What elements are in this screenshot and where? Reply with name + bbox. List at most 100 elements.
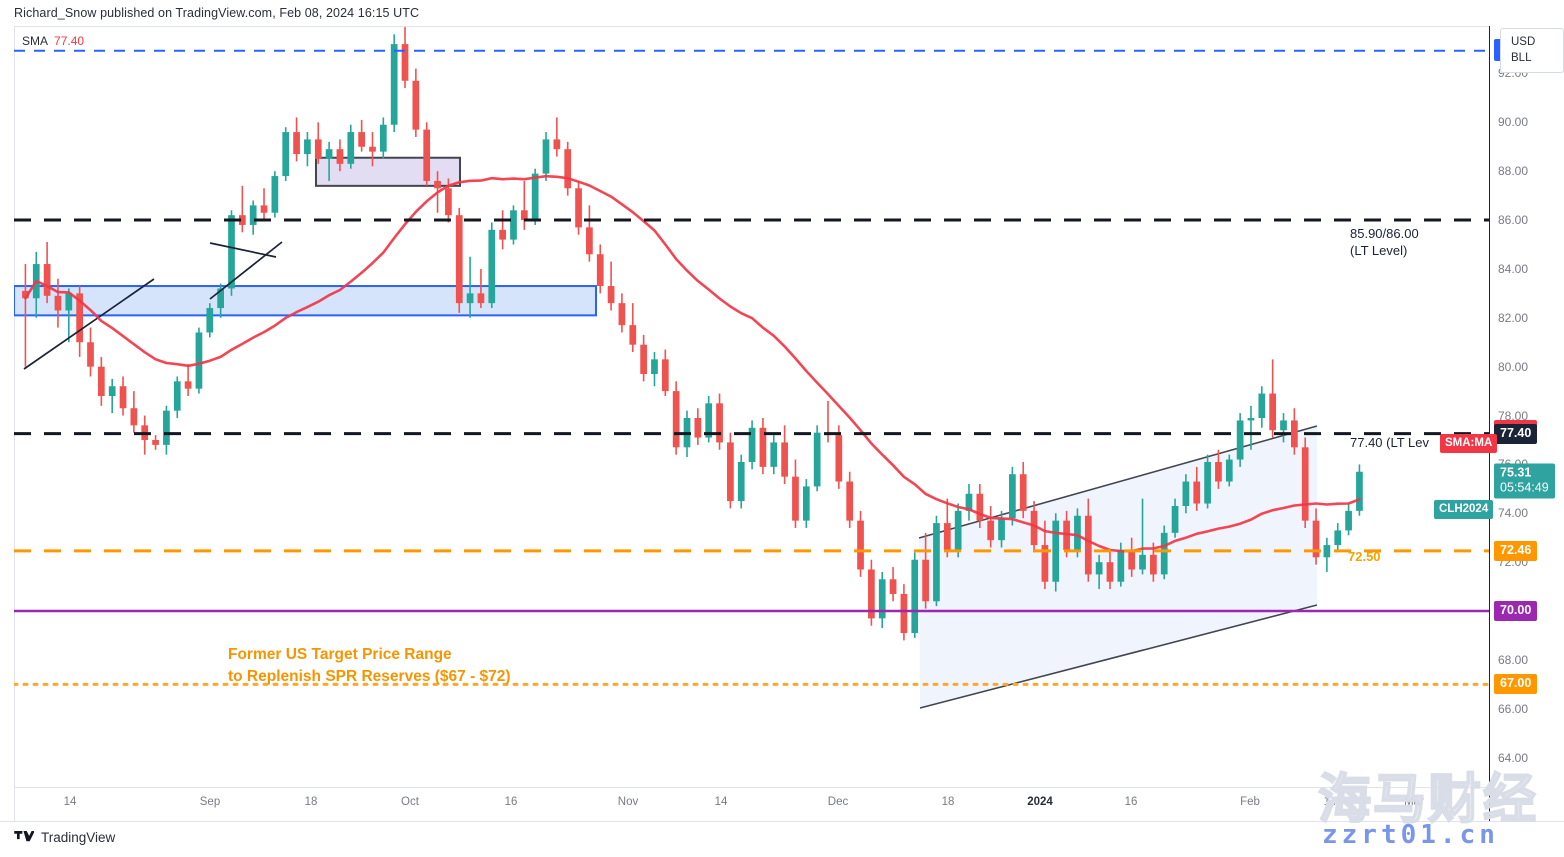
candlestick bbox=[846, 471, 854, 528]
candlestick bbox=[217, 283, 225, 318]
candlestick bbox=[802, 479, 810, 528]
tradingview-logo[interactable]: TradingView bbox=[14, 830, 115, 845]
time-tick: Nov bbox=[617, 796, 639, 808]
candlestick bbox=[325, 141, 333, 181]
candlestick bbox=[933, 515, 940, 607]
candlestick bbox=[824, 400, 832, 443]
candlestick bbox=[260, 188, 268, 221]
candlestick bbox=[379, 117, 387, 159]
price-tick: 80.00 bbox=[1498, 359, 1529, 374]
candlestick bbox=[1182, 474, 1190, 514]
candlestick bbox=[878, 571, 886, 629]
candlestick bbox=[1236, 413, 1244, 467]
price-axis[interactable]: 92.00 90.00 88.00 86.00 84.00 82.00 80.00 78.00… bbox=[1489, 26, 1564, 821]
level-7250-annotation: 72.50 bbox=[1348, 549, 1381, 564]
lt-level-77-annotation: 77.40 (LT Lev bbox=[1350, 435, 1430, 450]
lt-level-86-annotation: 85.90/86.00 (LT Level) bbox=[1350, 226, 1419, 258]
symbol-tag[interactable]: CLH2024 bbox=[1434, 500, 1494, 520]
candlestick bbox=[271, 171, 279, 218]
candlestick bbox=[1323, 537, 1331, 572]
indicator-name: SMA bbox=[22, 34, 49, 48]
level-badge-7000[interactable]: 70.00 bbox=[1494, 601, 1538, 622]
candlestick bbox=[911, 552, 919, 638]
candlestick bbox=[65, 288, 73, 343]
candlestick bbox=[748, 420, 756, 470]
candlestick bbox=[173, 376, 181, 418]
level-badge-7246[interactable]: 72.46 bbox=[1494, 540, 1538, 561]
support-zone-blue[interactable] bbox=[14, 285, 597, 317]
indicator-legend[interactable]: SMA 77.40 bbox=[22, 34, 84, 48]
candlestick bbox=[998, 510, 1005, 548]
candlestick bbox=[206, 303, 214, 338]
candlestick bbox=[1301, 437, 1309, 528]
candlestick bbox=[108, 378, 116, 414]
price-tick: 88.00 bbox=[1498, 164, 1529, 179]
price-tick: 84.00 bbox=[1498, 261, 1529, 276]
candlestick bbox=[510, 205, 517, 245]
candlestick bbox=[282, 127, 290, 181]
price-tick: 82.00 bbox=[1498, 310, 1529, 325]
candlestick bbox=[716, 393, 723, 450]
candlestick bbox=[54, 278, 62, 328]
candlestick bbox=[1225, 454, 1233, 487]
bar-countdown: 05:54:49 bbox=[1500, 480, 1549, 495]
ascending-channel-line-1[interactable] bbox=[919, 604, 1318, 709]
currency-label: USD bbox=[1511, 36, 1536, 48]
candlestick bbox=[889, 567, 897, 602]
symbol-currency-box[interactable]: USD BLL bbox=[1500, 28, 1564, 73]
price-tick: 90.00 bbox=[1498, 115, 1529, 130]
last-price-badge[interactable]: 75.31 05:54:49 bbox=[1494, 463, 1555, 499]
price-tick: 66.00 bbox=[1498, 701, 1529, 716]
candlestick bbox=[423, 122, 431, 186]
candlestick bbox=[130, 391, 138, 433]
candlestick bbox=[965, 483, 973, 521]
candlestick bbox=[1171, 498, 1179, 538]
price-tick: 68.00 bbox=[1498, 652, 1529, 667]
chart-canvas bbox=[14, 27, 1489, 709]
candlestick bbox=[770, 435, 778, 475]
candlestick bbox=[455, 207, 463, 313]
candlestick bbox=[1074, 508, 1081, 558]
exchange-label: BLL bbox=[1511, 52, 1532, 64]
candlestick bbox=[466, 256, 474, 318]
trendline-0[interactable] bbox=[23, 278, 155, 370]
candlestick bbox=[954, 503, 962, 558]
candlestick bbox=[401, 27, 409, 89]
time-tick: Oct bbox=[401, 796, 419, 808]
price-tick: 64.00 bbox=[1498, 750, 1529, 765]
url-watermark: zzrt01.cn bbox=[1322, 820, 1499, 850]
sma-tag[interactable]: SMA:MA bbox=[1440, 434, 1498, 454]
candlestick bbox=[651, 352, 658, 387]
candlestick bbox=[477, 268, 485, 309]
candlestick bbox=[1215, 449, 1222, 489]
trendline-2[interactable] bbox=[209, 241, 283, 300]
level-badge-7740[interactable]: 77.40 bbox=[1494, 423, 1538, 444]
time-tick: Sep bbox=[199, 796, 221, 808]
candlestick bbox=[868, 559, 875, 626]
time-tick: 18 bbox=[304, 796, 318, 808]
candlestick bbox=[1247, 405, 1255, 450]
candlestick bbox=[813, 425, 821, 492]
price-tick: 86.00 bbox=[1498, 213, 1529, 228]
time-tick: Dec bbox=[827, 796, 849, 808]
candlestick bbox=[1019, 461, 1027, 519]
candlestick bbox=[336, 139, 344, 172]
candlestick bbox=[1095, 554, 1103, 590]
candlestick bbox=[488, 222, 496, 309]
level-badge-6700[interactable]: 67.00 bbox=[1494, 674, 1538, 695]
candlestick bbox=[781, 425, 788, 484]
candlestick bbox=[672, 381, 680, 455]
candlestick bbox=[195, 327, 203, 394]
candlestick bbox=[358, 119, 365, 152]
candlestick bbox=[314, 122, 322, 164]
candlestick bbox=[304, 132, 311, 167]
chart-plot-area[interactable] bbox=[14, 27, 1489, 787]
candlestick bbox=[1128, 537, 1136, 577]
time-tick: 18 bbox=[941, 796, 955, 808]
time-tick: 14 bbox=[714, 796, 728, 808]
candlestick bbox=[1193, 466, 1201, 511]
candlestick bbox=[97, 356, 105, 406]
time-axis[interactable]: 14 Sep 18 Oct 16 Nov 14 Dec 18 2024 16 Feb 14 Mar bbox=[14, 787, 1489, 821]
time-tick: 16 bbox=[504, 796, 518, 808]
